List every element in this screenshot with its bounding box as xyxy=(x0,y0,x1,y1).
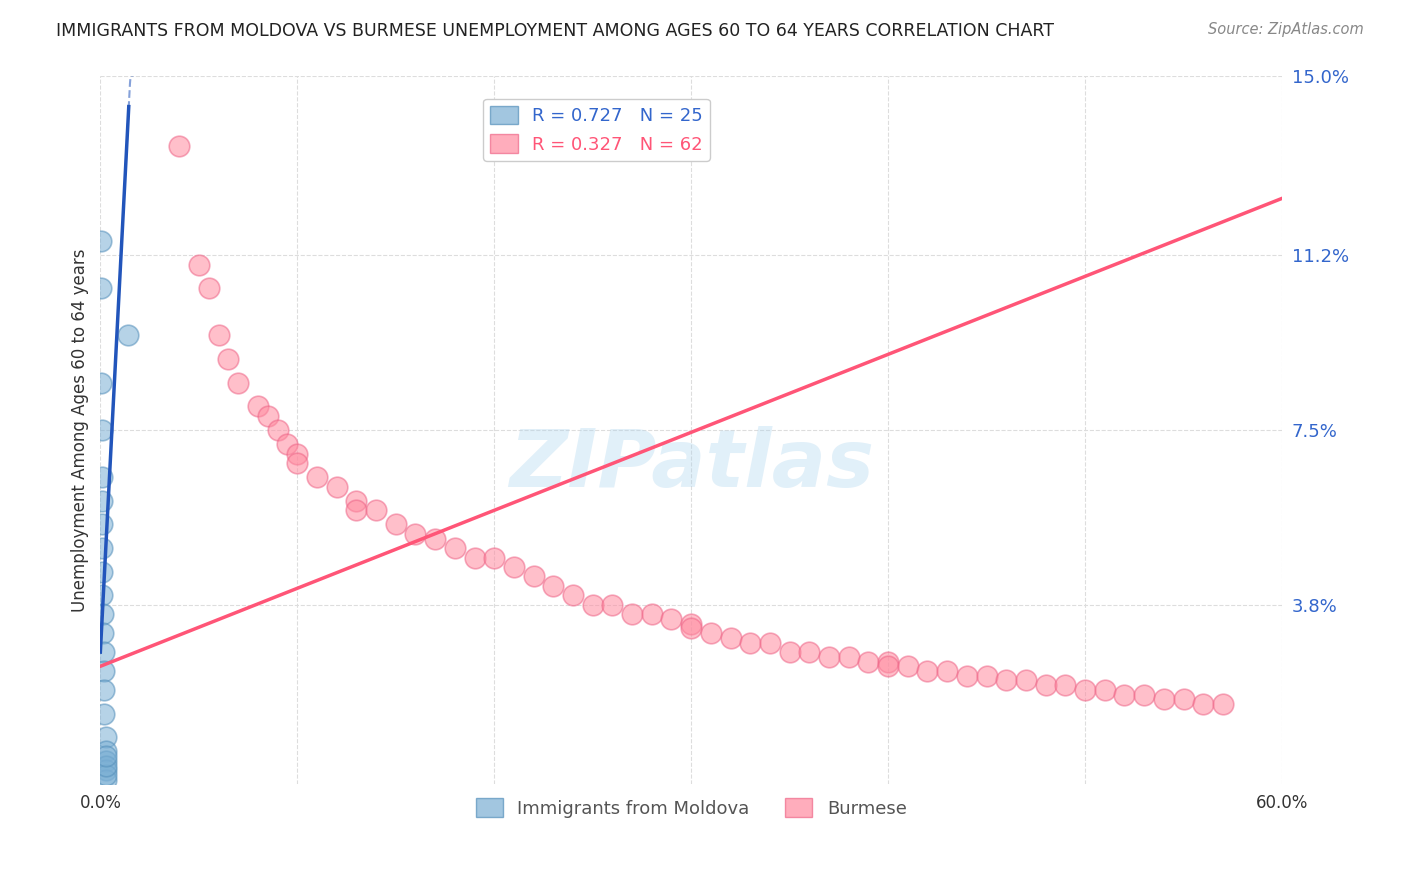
Text: IMMIGRANTS FROM MOLDOVA VS BURMESE UNEMPLOYMENT AMONG AGES 60 TO 64 YEARS CORREL: IMMIGRANTS FROM MOLDOVA VS BURMESE UNEMP… xyxy=(56,22,1054,40)
Point xyxy=(641,607,664,622)
Point xyxy=(503,560,526,574)
Point xyxy=(96,758,118,772)
Point xyxy=(96,744,118,758)
Point xyxy=(246,400,269,414)
Point xyxy=(720,631,742,645)
Point xyxy=(602,598,624,612)
Point xyxy=(384,517,406,532)
Point xyxy=(1015,673,1038,688)
Point xyxy=(877,655,900,669)
Point xyxy=(90,281,112,295)
Point xyxy=(740,635,762,649)
Point xyxy=(858,655,880,669)
Point xyxy=(207,328,229,343)
Point xyxy=(423,532,446,546)
Point xyxy=(838,649,860,664)
Point xyxy=(325,480,347,494)
Point xyxy=(1173,692,1195,706)
Point xyxy=(562,588,585,602)
Point xyxy=(285,447,308,461)
Point xyxy=(818,649,841,664)
Point xyxy=(96,772,118,787)
Point xyxy=(197,281,219,295)
Point xyxy=(90,376,112,390)
Point xyxy=(543,579,565,593)
Point xyxy=(93,645,115,659)
Point xyxy=(96,754,118,768)
Text: ZIPatlas: ZIPatlas xyxy=(509,426,873,504)
Point xyxy=(1094,682,1116,697)
Point xyxy=(96,768,118,782)
Point xyxy=(443,541,465,555)
Point xyxy=(91,517,114,532)
Point xyxy=(93,682,115,697)
Point xyxy=(91,588,114,602)
Point xyxy=(256,409,278,423)
Point xyxy=(1074,682,1097,697)
Point xyxy=(1153,692,1175,706)
Point xyxy=(226,376,249,390)
Point xyxy=(956,669,979,683)
Point xyxy=(276,437,298,451)
Point xyxy=(404,527,426,541)
Point xyxy=(90,234,112,248)
Point xyxy=(344,494,367,508)
Point xyxy=(700,626,723,640)
Point xyxy=(1054,678,1077,692)
Point xyxy=(681,616,703,631)
Point xyxy=(217,352,239,367)
Point xyxy=(91,423,114,437)
Point xyxy=(582,598,605,612)
Point xyxy=(759,635,782,649)
Legend: Immigrants from Moldova, Burmese: Immigrants from Moldova, Burmese xyxy=(468,791,914,825)
Point xyxy=(96,730,118,744)
Point xyxy=(523,569,546,583)
Point xyxy=(661,612,683,626)
Point xyxy=(91,565,114,579)
Point xyxy=(464,550,486,565)
Point xyxy=(897,659,920,673)
Point xyxy=(117,328,139,343)
Point xyxy=(285,456,308,470)
Point xyxy=(1192,697,1215,711)
Text: Source: ZipAtlas.com: Source: ZipAtlas.com xyxy=(1208,22,1364,37)
Point xyxy=(93,664,115,678)
Point xyxy=(917,664,939,678)
Point xyxy=(621,607,644,622)
Point xyxy=(681,622,703,636)
Point xyxy=(167,139,190,153)
Point xyxy=(91,541,114,555)
Y-axis label: Unemployment Among Ages 60 to 64 years: Unemployment Among Ages 60 to 64 years xyxy=(72,248,89,612)
Point xyxy=(1133,688,1156,702)
Point xyxy=(91,607,114,622)
Point xyxy=(799,645,821,659)
Point xyxy=(779,645,801,659)
Point xyxy=(96,764,118,778)
Point xyxy=(96,749,118,764)
Point xyxy=(91,626,114,640)
Point xyxy=(484,550,506,565)
Point xyxy=(344,503,367,517)
Point xyxy=(91,494,114,508)
Point xyxy=(976,669,998,683)
Point xyxy=(364,503,387,517)
Point xyxy=(995,673,1018,688)
Point xyxy=(91,470,114,484)
Point xyxy=(1114,688,1136,702)
Point xyxy=(1212,697,1234,711)
Point xyxy=(93,706,115,721)
Point xyxy=(187,258,209,272)
Point xyxy=(1035,678,1057,692)
Point xyxy=(936,664,959,678)
Point xyxy=(305,470,328,484)
Point xyxy=(877,659,900,673)
Point xyxy=(266,423,288,437)
